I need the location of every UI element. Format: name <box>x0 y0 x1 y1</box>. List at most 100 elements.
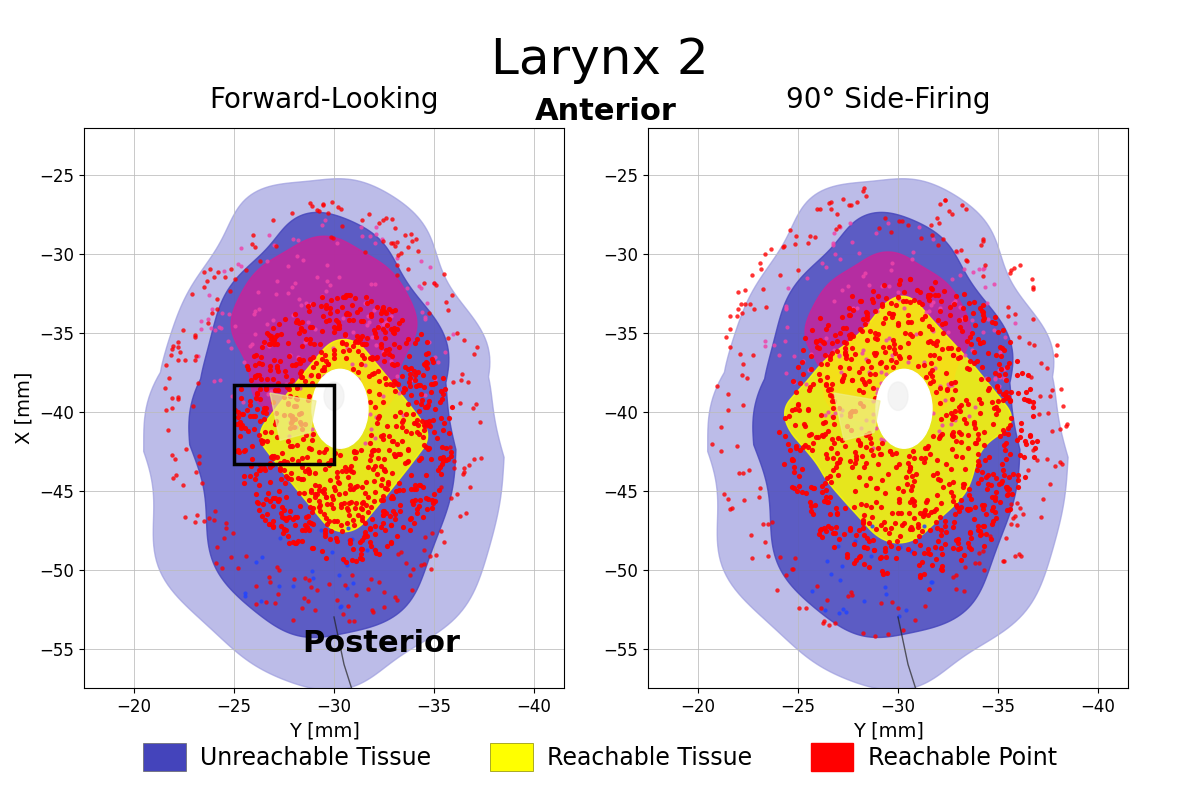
Point <box>317 354 336 367</box>
Point <box>798 403 817 416</box>
Point <box>352 481 371 494</box>
Point <box>856 378 875 390</box>
Point <box>817 348 836 361</box>
Point <box>871 550 890 563</box>
Point <box>862 436 881 449</box>
Point <box>810 312 829 325</box>
Point <box>448 327 467 340</box>
Point <box>1040 478 1060 490</box>
Point <box>880 279 899 292</box>
Point <box>308 370 328 382</box>
Point <box>373 390 392 402</box>
Point <box>416 415 436 428</box>
Point <box>202 322 221 335</box>
Point <box>341 288 360 301</box>
Point <box>853 400 872 413</box>
Point <box>802 585 821 598</box>
Point <box>1038 362 1057 374</box>
Point <box>930 511 949 524</box>
Ellipse shape <box>888 382 908 410</box>
Point <box>356 291 376 304</box>
Ellipse shape <box>324 382 344 410</box>
Point <box>812 256 832 269</box>
Point <box>289 326 308 339</box>
Point <box>371 460 390 473</box>
Point <box>336 338 355 350</box>
Point <box>808 202 827 215</box>
Point <box>858 542 877 554</box>
Point <box>259 518 278 530</box>
Point <box>817 371 836 384</box>
Point <box>865 394 884 406</box>
Point <box>733 398 752 411</box>
Point <box>360 454 379 466</box>
Point <box>276 490 295 503</box>
Point <box>253 341 272 354</box>
Point <box>989 358 1008 370</box>
Point <box>882 308 901 321</box>
Point <box>316 284 335 297</box>
Point <box>932 326 952 339</box>
Point <box>265 418 284 431</box>
Point <box>1000 483 1019 496</box>
Point <box>938 378 958 390</box>
Point <box>889 495 908 508</box>
Point <box>896 603 916 616</box>
Point <box>857 190 876 202</box>
Point <box>366 338 385 351</box>
Point <box>995 343 1014 356</box>
Point <box>840 308 859 321</box>
Point <box>904 494 923 507</box>
Point <box>278 471 298 484</box>
Point <box>290 364 310 377</box>
Point <box>319 314 338 326</box>
Point <box>816 477 835 490</box>
Point <box>205 505 224 518</box>
Point <box>800 230 820 242</box>
Point <box>240 470 259 482</box>
Point <box>427 432 446 445</box>
Point <box>973 519 992 532</box>
Point <box>965 400 984 413</box>
Point <box>846 485 865 498</box>
Point <box>864 346 883 359</box>
Point <box>1025 451 1044 464</box>
Point <box>349 335 368 348</box>
Text: Larynx 2: Larynx 2 <box>491 36 709 84</box>
Point <box>928 467 947 480</box>
Point <box>816 603 835 616</box>
Point <box>276 524 295 537</box>
Point <box>254 336 274 349</box>
Point <box>314 446 334 458</box>
Point <box>876 212 895 225</box>
Point <box>792 355 811 368</box>
Point <box>830 574 850 586</box>
Point <box>852 498 871 510</box>
Point <box>978 313 997 326</box>
Point <box>800 496 820 509</box>
Point <box>832 366 851 378</box>
Point <box>373 432 392 445</box>
Point <box>388 322 407 335</box>
Point <box>929 472 948 485</box>
Point <box>985 366 1004 379</box>
Point <box>857 532 876 545</box>
Point <box>914 506 934 518</box>
Point <box>779 410 798 422</box>
Point <box>420 414 439 427</box>
Point <box>905 547 924 560</box>
Point <box>270 531 289 544</box>
Point <box>872 567 892 580</box>
Point <box>922 282 941 294</box>
Point <box>356 476 376 489</box>
Point <box>373 517 392 530</box>
Point <box>854 375 874 388</box>
Point <box>755 535 774 548</box>
Point <box>319 514 338 527</box>
Point <box>949 505 968 518</box>
Point <box>914 503 934 516</box>
Point <box>840 302 859 314</box>
Point <box>254 462 274 474</box>
Point <box>367 351 386 364</box>
Point <box>947 498 966 511</box>
